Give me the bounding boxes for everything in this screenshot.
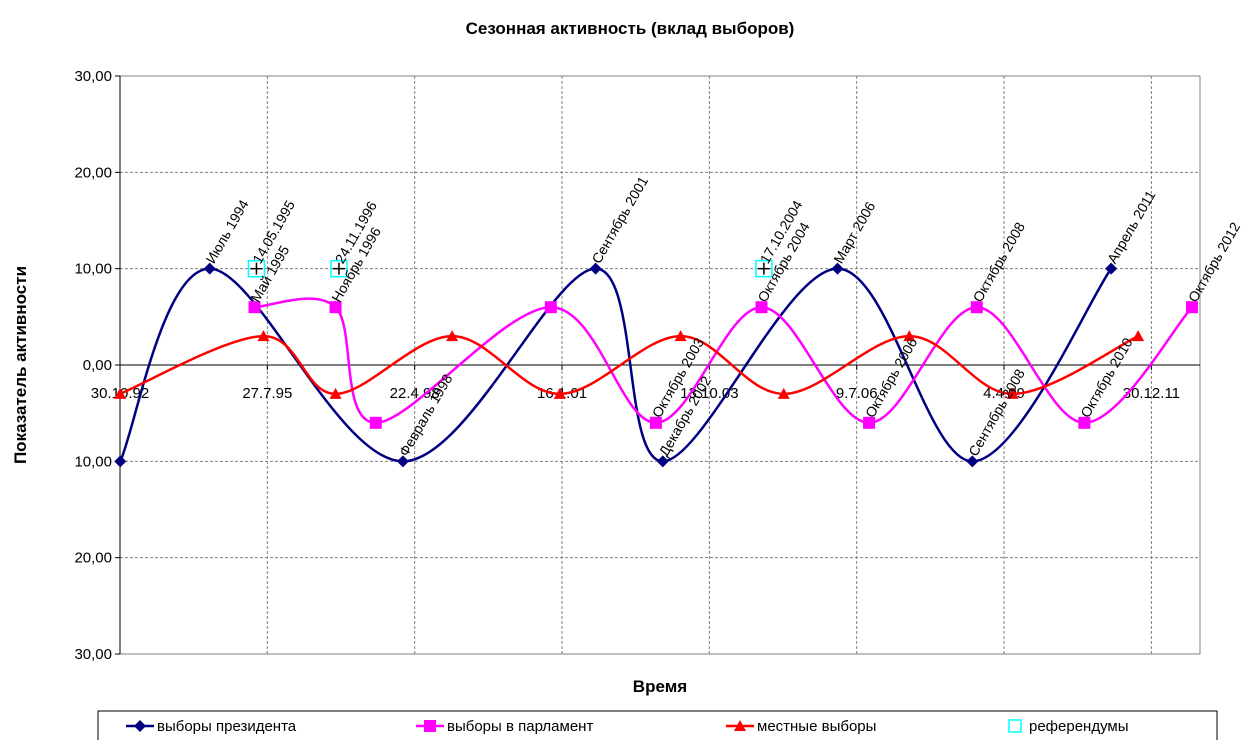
y-tick-label: 20,00 <box>74 164 112 181</box>
series-line-1 <box>119 267 1113 463</box>
legend-marker <box>424 720 436 732</box>
data-point <box>831 262 844 275</box>
data-point <box>114 455 127 468</box>
series-line-3 <box>119 334 1139 396</box>
y-tick-label: 30,00 <box>74 646 112 663</box>
referendum-square <box>330 259 348 278</box>
data-point <box>863 416 876 429</box>
y-tick-label: 20,00 <box>74 550 112 567</box>
data-point <box>553 387 566 399</box>
y-tick-label: 30,00 <box>74 68 112 85</box>
data-point <box>903 330 916 342</box>
data-point <box>656 455 669 468</box>
data-label: Сентябрь 2001 <box>588 173 651 266</box>
data-point <box>755 301 768 314</box>
data-point <box>649 416 662 429</box>
legend-marker <box>1008 719 1022 733</box>
data-point <box>257 330 270 342</box>
data-point <box>1105 262 1118 275</box>
y-axis-title: Показатель активности <box>11 266 30 464</box>
data-label: Октябрь 2008 <box>970 219 1029 305</box>
data-point <box>589 262 602 275</box>
data-point <box>1132 330 1145 342</box>
chart-title: Сезонная активность (вклад выборов) <box>466 19 795 38</box>
data-label: Март 2006 <box>830 199 878 267</box>
legend-marker <box>134 720 146 732</box>
data-point <box>114 387 126 399</box>
legend-label: выборы в парламент <box>447 718 593 735</box>
x-tick-label: 27.7.95 <box>242 385 292 402</box>
legend-label: местные выборы <box>757 718 876 735</box>
x-axis-title: Время <box>633 677 687 696</box>
y-tick-label: 0,00 <box>83 357 112 374</box>
data-point <box>970 301 983 314</box>
data-point <box>369 416 382 429</box>
legend-label: выборы президента <box>157 718 297 735</box>
legend-frame <box>97 710 1218 740</box>
data-point <box>396 455 409 468</box>
series-layer <box>114 259 1199 468</box>
y-tick-label: 10,00 <box>74 261 112 278</box>
data-point <box>329 387 342 399</box>
data-point <box>1186 301 1199 314</box>
data-label: Октябрь 2010 <box>1077 335 1136 421</box>
data-point <box>446 330 459 342</box>
series-line-2 <box>254 297 1193 425</box>
data-label: Июль 1994 <box>202 197 251 266</box>
x-tick-label: 9.7.06 <box>836 385 878 402</box>
data-point <box>329 301 342 314</box>
data-point <box>777 387 790 399</box>
referendum-square <box>247 259 266 278</box>
x-tick-label: 30.12.11 <box>1123 385 1180 402</box>
data-point <box>1006 387 1019 399</box>
data-point <box>966 455 979 468</box>
data-point <box>674 330 687 342</box>
data-point <box>755 259 773 278</box>
legend: выборы президента выборы в парламент местн… <box>97 710 1218 740</box>
data-label: Сентябрь 2008 <box>965 366 1028 459</box>
data-point <box>247 259 266 278</box>
data-label: Апрель 2011 <box>1104 187 1159 266</box>
data-point <box>248 301 261 314</box>
legend-label: референдумы <box>1029 718 1129 735</box>
data-point <box>330 259 348 278</box>
x-tick-label: 22.4.98 <box>390 385 440 402</box>
data-label: Октябрь 2012 <box>1185 219 1241 305</box>
data-point <box>1078 416 1091 429</box>
legend-marker <box>734 720 746 731</box>
y-tick-label: 10,00 <box>74 453 112 470</box>
data-point <box>203 262 216 275</box>
referendum-square <box>755 259 773 278</box>
data-point <box>544 301 557 314</box>
